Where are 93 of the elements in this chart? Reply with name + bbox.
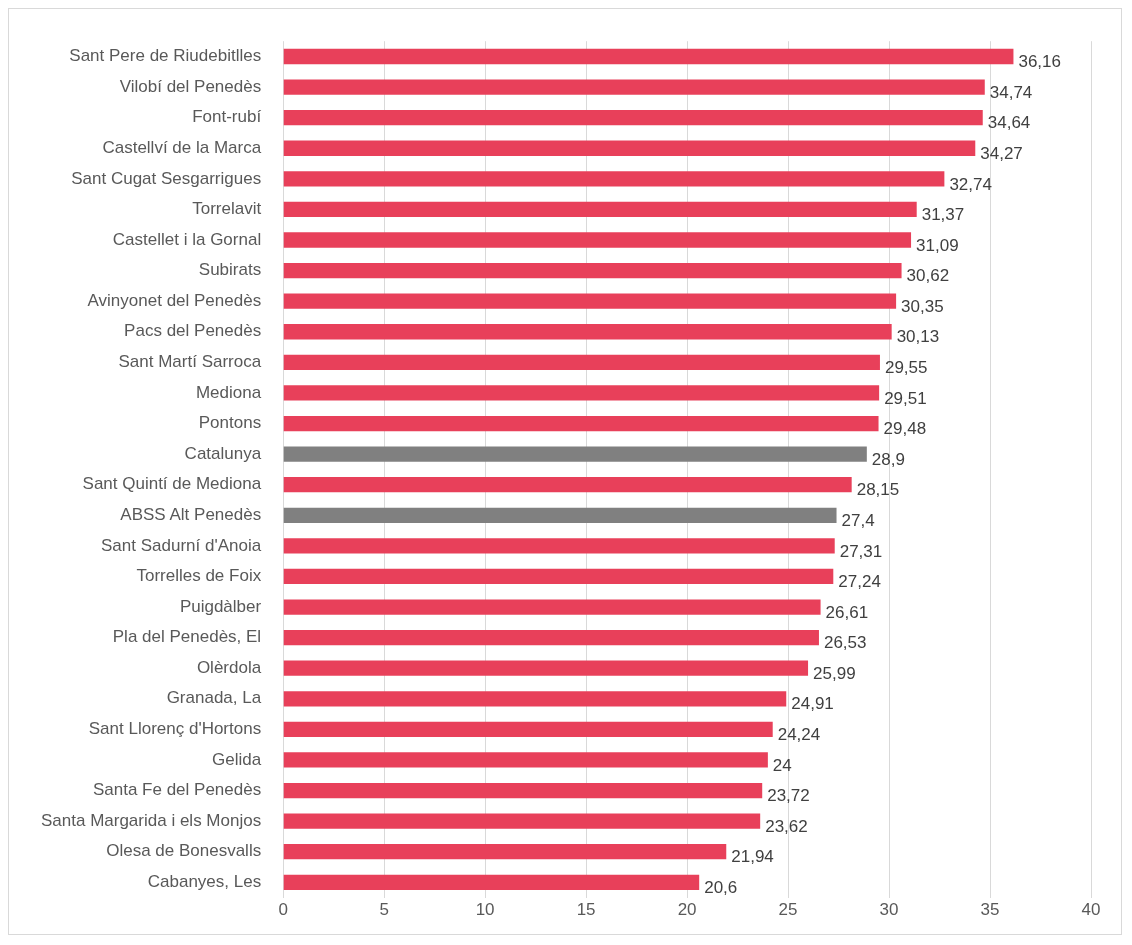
- bar: [283, 782, 763, 799]
- x-tick-label: 10: [475, 900, 495, 920]
- bar: [283, 874, 700, 890]
- data-label: 20,6: [704, 877, 738, 897]
- y-tick-label: Pla del Penedès, El: [112, 627, 262, 647]
- y-tick-label: Catalunya: [184, 443, 262, 463]
- bar: [283, 844, 727, 860]
- data-label: 27,4: [841, 510, 875, 530]
- data-label: 28,15: [856, 480, 900, 500]
- bar: [283, 201, 917, 218]
- data-label: 23,72: [767, 786, 810, 806]
- bar: [283, 293, 897, 309]
- x-tick-label: 15: [576, 900, 596, 920]
- data-label: 26,53: [823, 633, 867, 653]
- bar: [283, 691, 787, 707]
- data-label: 31,09: [916, 235, 959, 255]
- bar: [283, 813, 761, 829]
- bar: [283, 446, 867, 462]
- y-tick-label: Castellví de la Marca: [102, 137, 262, 157]
- bar: [283, 171, 945, 187]
- data-label: 30,35: [901, 296, 944, 316]
- data-label: 24,91: [791, 694, 834, 714]
- bar: [283, 48, 1014, 65]
- x-tick-label: 20: [677, 900, 697, 920]
- x-tick-label: 30: [879, 900, 899, 920]
- y-tick-label: Vilobí del Penedès: [119, 76, 262, 96]
- data-label: 36,16: [1018, 52, 1061, 72]
- x-tick-label: 35: [980, 900, 1000, 920]
- y-tick-label: Mediona: [195, 382, 262, 402]
- data-label: 29,48: [883, 419, 927, 439]
- bar: [283, 507, 837, 523]
- y-tick-label: Santa Fe del Penedès: [92, 780, 262, 800]
- bar: [283, 477, 852, 493]
- x-tick-label: 40: [1081, 900, 1101, 920]
- data-label: 30,62: [906, 266, 950, 286]
- y-tick-label: Sant Martí Sarroca: [118, 352, 262, 372]
- bar: [283, 568, 834, 585]
- y-tick-label: Cabanyes, Les: [147, 871, 262, 891]
- bar: [283, 110, 983, 126]
- data-label: 24: [772, 755, 792, 775]
- y-tick-label: Pacs del Penedès: [124, 321, 262, 341]
- data-label: 26,61: [825, 602, 869, 622]
- y-tick-label: Avinyonet del Penedès: [87, 290, 262, 310]
- data-label: 21,94: [731, 847, 774, 867]
- x-tick-label: 0: [278, 900, 288, 920]
- bar: [283, 752, 768, 768]
- y-tick-label: Torrelles de Foix: [136, 566, 262, 586]
- data-label: 25,99: [813, 663, 856, 683]
- y-tick-label: Santa Margarida i els Monjos: [40, 810, 262, 830]
- data-label: 29,51: [884, 388, 927, 408]
- bar: [283, 385, 880, 401]
- y-tick-label: Sant Llorenç d'Hortons: [88, 719, 262, 739]
- data-label: 28,9: [871, 449, 905, 469]
- y-tick-label: Sant Quintí de Mediona: [82, 474, 262, 494]
- bar: [283, 538, 835, 554]
- bar: [283, 599, 821, 615]
- y-tick-label: Pontons: [198, 413, 262, 433]
- x-tick-label: 5: [379, 900, 389, 920]
- y-tick-label: Font-rubí: [192, 107, 262, 127]
- y-tick-label: Torrelavit: [192, 199, 262, 219]
- y-tick-label: Sant Cugat Sesgarrigues: [71, 168, 262, 188]
- data-label: 34,27: [980, 143, 1023, 163]
- data-label: 29,55: [884, 358, 928, 378]
- data-label: 34,74: [989, 82, 1033, 102]
- data-label: 34,64: [987, 113, 1031, 133]
- data-label: 23,62: [765, 816, 808, 836]
- data-label: 31,37: [921, 205, 965, 225]
- y-tick-label: Sant Sadurní d'Anoia: [101, 535, 262, 555]
- bar: [283, 140, 976, 156]
- bar: [283, 232, 912, 248]
- data-label: 24,24: [777, 725, 821, 745]
- x-tick-label: 25: [778, 900, 798, 920]
- bar: [283, 721, 773, 738]
- bar: [283, 415, 879, 432]
- bar: [283, 660, 809, 676]
- bar: [283, 324, 892, 340]
- y-tick-label: Sant Pere de Riudebitlles: [69, 46, 262, 66]
- y-tick-label: Gelida: [212, 749, 262, 769]
- y-tick-label: Castellet i la Gornal: [112, 229, 262, 249]
- y-tick-label: Olèrdola: [196, 657, 262, 677]
- data-label: 27,24: [838, 572, 881, 592]
- y-tick-label: Olesa de Bonesvalls: [106, 841, 262, 861]
- bar: [283, 629, 819, 646]
- data-label: 27,31: [839, 541, 883, 561]
- bar: [283, 79, 985, 95]
- data-label: 32,74: [949, 174, 992, 194]
- bar: [283, 354, 880, 370]
- y-tick-label: Puigdàlber: [179, 596, 262, 616]
- y-tick-label: ABSS Alt Penedès: [120, 504, 262, 524]
- y-tick-label: Subirats: [198, 260, 262, 280]
- bar: [283, 262, 902, 279]
- y-tick-label: Granada, La: [166, 688, 262, 708]
- data-label: 30,13: [896, 327, 940, 347]
